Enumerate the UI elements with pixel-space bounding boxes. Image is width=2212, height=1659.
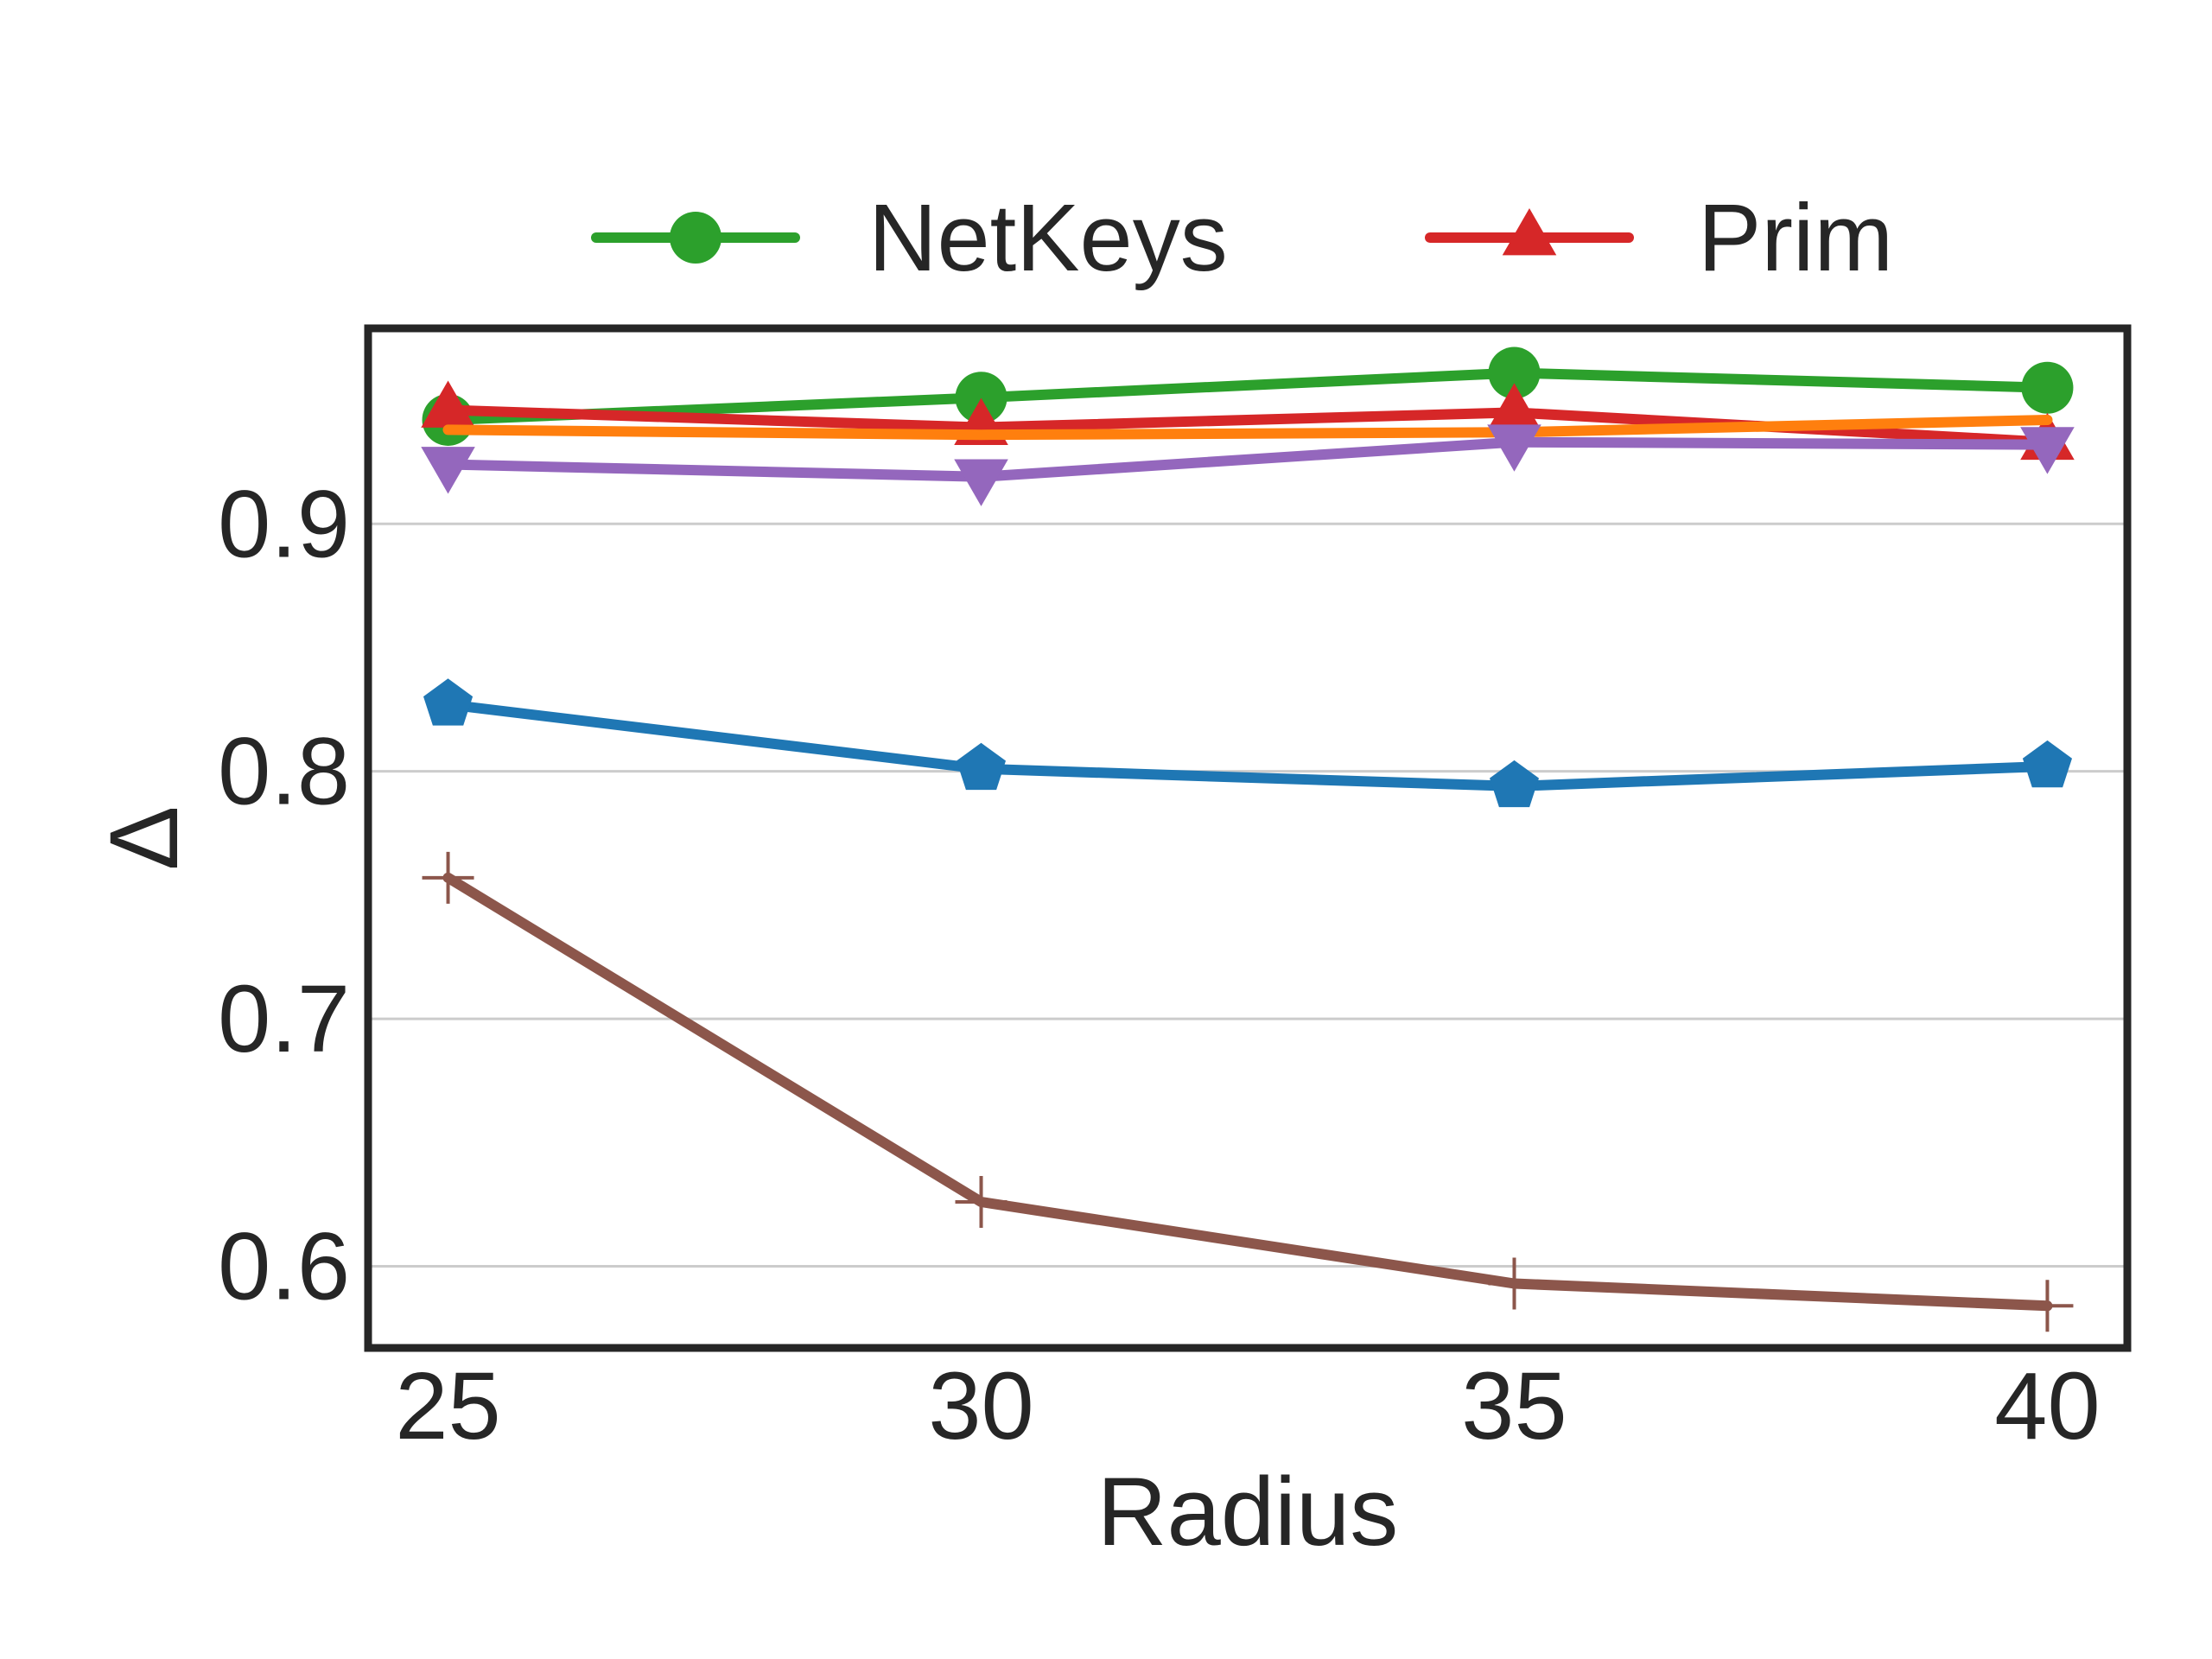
data-point-series-6 [2021, 1280, 2074, 1332]
plot-frame [364, 324, 2132, 1352]
data-point-series-4 [2020, 427, 2075, 474]
data-point-series-5 [1490, 760, 1539, 808]
y-tick-label: 0.9 [218, 471, 350, 577]
data-point-prim [421, 380, 475, 428]
data-point-prim [1487, 383, 1541, 430]
y-axis-label: Δ [90, 806, 198, 871]
legend: NetKeys Prim [591, 185, 1893, 291]
legend-label-prim: Prim [1698, 185, 1893, 291]
series-line-series-3 [442, 415, 2053, 441]
data-point-series-4 [421, 447, 475, 494]
y-tick-label: 0.6 [218, 1213, 350, 1319]
data-point-series-5 [957, 742, 1006, 791]
data-point-series-6 [955, 1176, 1007, 1229]
data-point-series-6 [1488, 1257, 1541, 1310]
grid-layer [368, 522, 2127, 1268]
series-series-3 [442, 415, 2053, 441]
x-tick-label: 25 [395, 1353, 500, 1459]
data-point-series-5 [2022, 740, 2072, 788]
legend-marker-prim [1502, 208, 1557, 256]
series-line-series-4 [442, 436, 2053, 482]
tick-layer: 0.6 0.7 0.8 0.9 25 30 35 40 [218, 471, 2101, 1459]
y-tick-label: 0.8 [218, 719, 350, 825]
data-point-series-4 [954, 459, 1008, 506]
y-tick-label: 0.7 [218, 966, 350, 1072]
data-point-series-5 [423, 678, 474, 726]
legend-label-netkeys: NetKeys [868, 185, 1228, 291]
x-tick-label: 40 [1994, 1353, 2100, 1459]
data-point-series-6 [422, 851, 474, 904]
x-axis-label: Radius [1097, 1458, 1399, 1566]
series-line-series-5 [442, 699, 2053, 791]
series-series-4 [421, 424, 2075, 506]
x-tick-label: 35 [1461, 1353, 1567, 1459]
data-point-netkeys [1488, 346, 1541, 399]
series-series-6 [422, 851, 2074, 1332]
legend-marker-netkeys [670, 212, 721, 264]
series-line-series-6 [442, 872, 2053, 1312]
series-series-5 [423, 678, 2072, 808]
series-layer [421, 346, 2075, 1332]
data-point-netkeys [2021, 361, 2074, 414]
data-point-netkeys [955, 372, 1007, 424]
legend-item-netkeys: NetKeys [591, 185, 1228, 291]
series-line-netkeys [442, 367, 2053, 425]
data-point-series-4 [1487, 424, 1541, 472]
legend-item-prim: Prim [1425, 185, 1893, 291]
x-tick-label: 30 [928, 1353, 1033, 1459]
